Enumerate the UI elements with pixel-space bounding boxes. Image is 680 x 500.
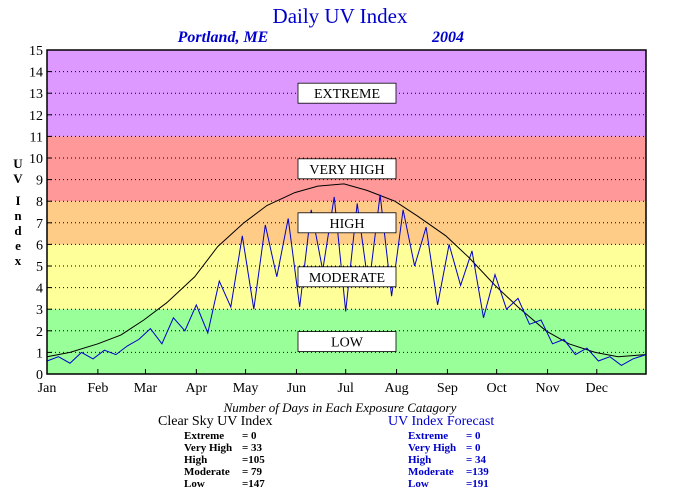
y-tick-label: 4 — [36, 282, 43, 297]
forecast-stats-title: UV Index Forecast — [388, 414, 495, 429]
band-label-box — [297, 212, 397, 234]
stats-row: Low =191 — [408, 478, 494, 490]
x-tick-label: Oct — [487, 381, 507, 396]
stats-label: Extreme — [408, 430, 449, 442]
stats-row: Low =147 — [184, 478, 272, 490]
stats-value: = 0 — [242, 430, 257, 442]
stats-label: Very High — [184, 442, 233, 454]
x-tick-label: Feb — [87, 381, 108, 396]
y-tick-label: 13 — [29, 87, 43, 102]
stats-row: High = 34 — [408, 454, 494, 466]
stats-row: Moderate =139 — [408, 466, 494, 478]
y-tick-label: 12 — [29, 109, 43, 124]
band-label-box — [297, 82, 397, 104]
stats-value: =191 — [466, 478, 489, 490]
stats-row: High =105 — [184, 454, 272, 466]
chart-subtitle-location: Portland, ME — [177, 29, 269, 46]
series-line-forecast — [46, 194, 647, 366]
stats-value: =105 — [242, 454, 265, 466]
stats-value: = 0 — [466, 430, 481, 442]
stats-value: =139 — [466, 466, 489, 478]
stats-value: = 79 — [242, 466, 263, 478]
y-tick-label: 7 — [36, 217, 43, 232]
band-label-low: LOW — [331, 336, 364, 351]
x-tick-label: Apr — [185, 381, 207, 396]
stats-label: Low — [184, 478, 205, 490]
stats-row: Very High = 33 — [184, 442, 272, 454]
stats-caption: Number of Days in Each Exposure Catagory — [223, 400, 457, 415]
clear-sky-stats: Clear Sky UV Index Extreme = 0 Very High =… — [158, 414, 272, 490]
y-tick-label: 8 — [36, 195, 43, 210]
stats-label: High — [184, 454, 208, 466]
y-tick-label: 1 — [36, 346, 43, 361]
stats-label: High — [408, 454, 432, 466]
x-tick-labels: Jan Feb Mar Apr May Jun Jul Aug Sep Oct Nov Dec — [38, 369, 608, 396]
y-tick-label: 3 — [36, 303, 43, 318]
x-tick-label: Dec — [585, 381, 608, 396]
y-tick-label: 15 — [29, 44, 43, 59]
x-tick-label: Mar — [134, 381, 158, 396]
chart-subtitle-year: 2004 — [431, 29, 464, 46]
stats-row: Very High = 0 — [408, 442, 494, 454]
x-tick-label: Jul — [338, 381, 354, 396]
stats-value: = 0 — [466, 442, 481, 454]
band-label-box — [297, 331, 397, 353]
y-tick-label: 0 — [36, 368, 43, 383]
band-label-box — [297, 266, 397, 288]
y-tick-label: 14 — [29, 66, 43, 81]
y-tick-label: 11 — [30, 130, 43, 145]
band-label-moderate: MODERATE — [309, 271, 385, 286]
band-label-box — [297, 158, 397, 180]
stats-label: Moderate — [408, 466, 454, 478]
chart-title: Daily UV Index — [273, 4, 408, 28]
y-tick-label: 5 — [36, 260, 43, 275]
clear-sky-stats-title: Clear Sky UV Index — [158, 414, 273, 429]
stats-label: Moderate — [184, 466, 230, 478]
stats-value: = 34 — [466, 454, 487, 466]
y-tick-label: 10 — [29, 152, 43, 167]
y-tick-label: 9 — [36, 174, 43, 189]
stats-label: Low — [408, 478, 429, 490]
forecast-stats: UV Index Forecast Extreme = 0 Very High = … — [388, 414, 494, 490]
x-tick-label: May — [233, 381, 259, 396]
band-labels: LOW MODERATE HIGH VERY HIGH EXTREME — [297, 82, 397, 353]
x-tick-label: Jun — [287, 381, 306, 396]
x-tick-label: Aug — [384, 381, 408, 396]
stats-value: = 33 — [242, 442, 263, 454]
series-lines — [46, 183, 647, 366]
y-tick-label: 6 — [36, 238, 43, 253]
stats-row: Extreme = 0 — [184, 430, 272, 442]
x-tick-label: Jan — [38, 381, 57, 396]
band-label-high: HIGH — [330, 217, 365, 232]
x-tick-label: Sep — [437, 381, 458, 396]
y-tick-label: 2 — [36, 325, 43, 340]
stats-row: Moderate = 79 — [184, 466, 272, 478]
plot-frame — [46, 49, 647, 375]
stats-label: Very High — [408, 442, 457, 454]
band-label-very-high: VERY HIGH — [309, 163, 384, 178]
x-tick-label: Nov — [535, 381, 559, 396]
stats-value: =147 — [242, 478, 265, 490]
band-label-extreme: EXTREME — [314, 87, 380, 102]
stats-label: Extreme — [184, 430, 225, 442]
stats-row: Extreme = 0 — [408, 430, 494, 442]
